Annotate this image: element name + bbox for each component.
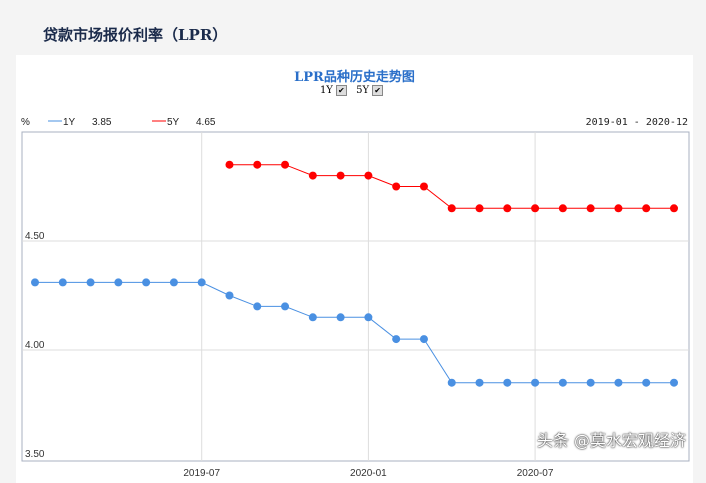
data-point-1y xyxy=(447,378,456,387)
series-line-1y xyxy=(35,281,674,384)
data-point-1y xyxy=(475,378,484,387)
data-point-5y xyxy=(558,204,567,213)
data-point-5y xyxy=(642,204,651,213)
data-point-1y xyxy=(670,378,678,387)
data-point-5y xyxy=(503,204,512,213)
x-tick-label: 2019-07 xyxy=(183,468,220,479)
data-point-1y xyxy=(114,278,123,287)
y-tick-label: 4.50 xyxy=(25,231,45,242)
data-point-1y xyxy=(642,378,651,387)
legend-label-1y: 1Y xyxy=(63,117,76,128)
data-point-5y xyxy=(308,171,317,180)
series-toggles: 1Y ✔ 5Y ✔ xyxy=(16,85,693,96)
data-point-1y xyxy=(419,335,428,344)
y-tick-label: 4.00 xyxy=(25,340,45,351)
page-title: 贷款市场报价利率（LPR） xyxy=(43,26,228,44)
toggle-5y-label: 5Y xyxy=(356,85,370,96)
y-tick-label: 3.50 xyxy=(25,449,45,460)
data-point-1y xyxy=(197,278,206,287)
chart-title: LPR品种历史走势图 xyxy=(294,70,415,85)
data-point-5y xyxy=(419,182,428,191)
data-point-1y xyxy=(142,278,151,287)
x-tick-label: 2020-01 xyxy=(350,468,387,479)
legend-label-5y: 5Y xyxy=(167,117,180,128)
data-point-1y xyxy=(392,335,401,344)
data-point-5y xyxy=(253,160,262,169)
data-point-1y xyxy=(586,378,595,387)
data-point-1y xyxy=(336,313,345,322)
y-unit-label: % xyxy=(21,117,30,128)
toggle-1y-label: 1Y xyxy=(319,85,333,96)
data-point-5y xyxy=(475,204,484,213)
x-tick-label: 2020-07 xyxy=(517,468,554,479)
data-point-1y xyxy=(58,278,67,287)
data-point-1y xyxy=(503,378,512,387)
data-point-5y xyxy=(614,204,623,213)
data-point-5y xyxy=(670,204,678,213)
data-point-5y xyxy=(586,204,595,213)
data-point-5y xyxy=(225,160,234,169)
legend-value-1y: 3.85 xyxy=(92,117,112,128)
data-point-1y xyxy=(308,313,317,322)
data-point-5y xyxy=(336,171,345,180)
data-point-1y xyxy=(169,278,178,287)
legend-value-5y: 4.65 xyxy=(196,117,216,128)
data-point-5y xyxy=(392,182,401,191)
toggle-1y-checkbox[interactable]: ✔ xyxy=(335,85,347,96)
data-point-1y xyxy=(364,313,373,322)
toggle-5y-checkbox[interactable]: ✔ xyxy=(372,85,384,96)
data-point-1y xyxy=(31,278,39,287)
watermark: 头条 @莫水宏观经济 xyxy=(536,431,686,450)
data-point-1y xyxy=(614,378,623,387)
data-point-1y xyxy=(558,378,567,387)
chart-panel: LPR品种历史走势图 1Y ✔ 5Y ✔ xyxy=(16,55,693,483)
plot-area xyxy=(21,131,690,462)
data-point-1y xyxy=(225,291,234,300)
data-point-1y xyxy=(253,302,262,311)
date-range: 2019-01 - 2020-12 xyxy=(586,117,688,128)
data-point-1y xyxy=(281,302,290,311)
data-point-5y xyxy=(447,204,456,213)
data-point-1y xyxy=(531,378,540,387)
data-point-5y xyxy=(281,160,290,169)
data-point-1y xyxy=(86,278,95,287)
data-point-5y xyxy=(531,204,540,213)
series-line-5y xyxy=(229,164,674,209)
data-point-5y xyxy=(364,171,373,180)
